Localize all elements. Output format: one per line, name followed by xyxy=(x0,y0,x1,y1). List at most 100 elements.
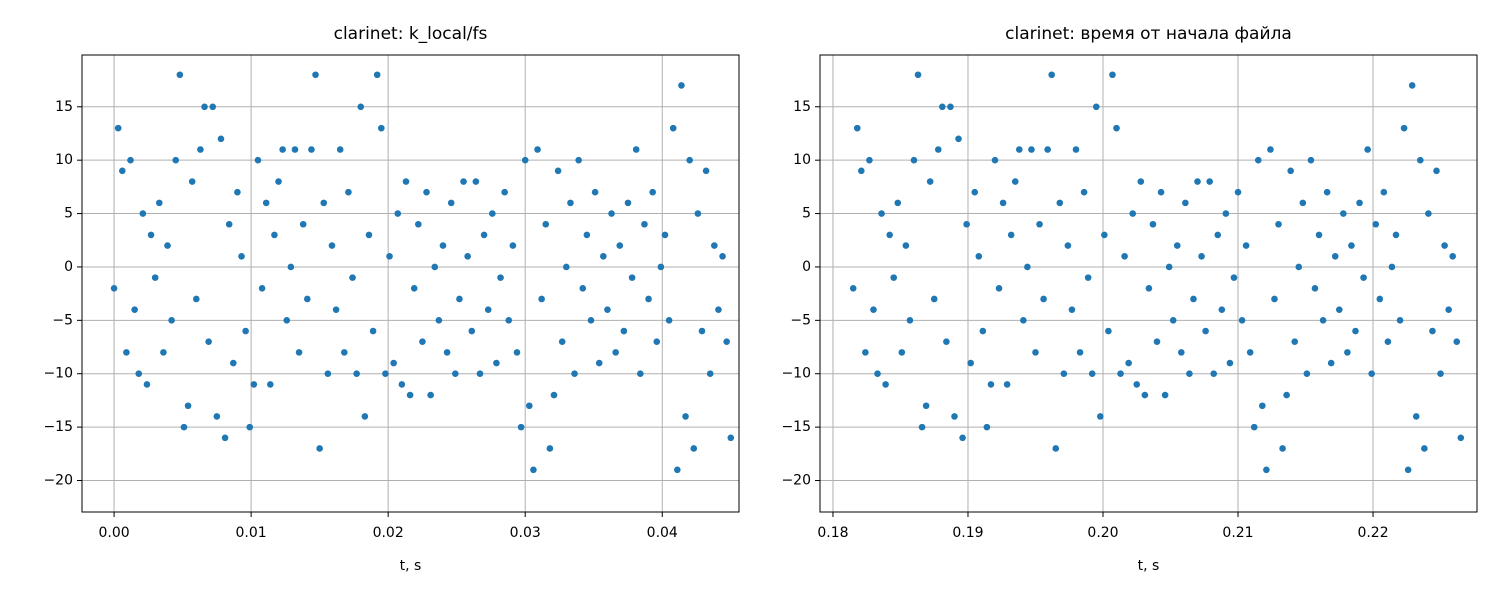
point xyxy=(902,242,910,249)
panel: 0.00 0.01 0.02 0.03 0.04 −20 −15 −10 −5 0 5 10 15 cla… xyxy=(43,24,740,574)
point xyxy=(1287,167,1294,175)
point xyxy=(1052,445,1060,452)
point xyxy=(632,146,640,153)
point xyxy=(987,381,995,388)
y-tick-label: −5 xyxy=(790,312,811,328)
point xyxy=(1238,317,1246,324)
point xyxy=(151,274,159,281)
point xyxy=(1283,391,1290,399)
point xyxy=(558,338,566,345)
point xyxy=(1299,199,1307,207)
point xyxy=(225,220,233,228)
point xyxy=(678,82,685,89)
point xyxy=(509,242,517,249)
point xyxy=(484,306,492,313)
point xyxy=(373,71,381,79)
point xyxy=(719,252,726,260)
point xyxy=(926,178,934,185)
point xyxy=(1303,370,1311,378)
point xyxy=(971,188,979,196)
point xyxy=(898,349,906,356)
point xyxy=(995,285,1003,292)
point xyxy=(1437,370,1444,378)
point xyxy=(979,327,987,335)
point xyxy=(349,274,356,281)
point xyxy=(653,338,661,345)
point xyxy=(410,285,418,292)
point xyxy=(682,413,689,420)
point xyxy=(943,338,950,345)
point xyxy=(1356,199,1363,207)
point xyxy=(1044,146,1051,153)
point xyxy=(665,317,673,324)
y-tick-label: 10 xyxy=(55,152,73,168)
point xyxy=(365,231,373,239)
point xyxy=(279,146,286,153)
point xyxy=(427,391,434,399)
x-tick-label: 0.21 xyxy=(1222,525,1253,541)
point xyxy=(415,220,422,228)
point xyxy=(390,359,397,367)
point xyxy=(571,370,578,378)
point xyxy=(554,167,562,175)
point xyxy=(878,210,885,217)
y-tick-label: 5 xyxy=(64,206,73,222)
point xyxy=(530,466,537,474)
point xyxy=(1311,285,1319,292)
point xyxy=(394,210,402,217)
point xyxy=(513,349,521,356)
point xyxy=(291,146,299,153)
point xyxy=(246,423,254,431)
point xyxy=(1133,381,1141,388)
point xyxy=(727,434,735,442)
point xyxy=(299,220,307,228)
y-tick-label: 15 xyxy=(793,99,811,115)
point xyxy=(694,210,702,217)
point xyxy=(431,263,439,271)
point xyxy=(184,402,192,410)
point xyxy=(563,263,570,271)
y-tick-label: −15 xyxy=(43,419,73,435)
point xyxy=(254,156,262,164)
point xyxy=(1080,188,1088,196)
point xyxy=(439,242,447,249)
point xyxy=(967,359,974,367)
point xyxy=(435,317,443,324)
point xyxy=(1392,231,1400,239)
point xyxy=(1327,359,1335,367)
point xyxy=(283,317,291,324)
point xyxy=(922,402,930,410)
point xyxy=(591,188,599,196)
point xyxy=(1206,178,1213,185)
point xyxy=(698,327,706,335)
point xyxy=(1214,231,1222,239)
point xyxy=(501,188,508,196)
point xyxy=(382,370,389,378)
point xyxy=(612,349,619,356)
point xyxy=(201,103,208,111)
point xyxy=(242,327,249,335)
y-tick-label: 10 xyxy=(793,152,811,168)
point xyxy=(229,359,237,367)
point xyxy=(1275,220,1282,228)
point xyxy=(1340,210,1347,217)
point xyxy=(1088,370,1096,378)
y-tick-label: 0 xyxy=(64,259,73,275)
point xyxy=(308,146,315,153)
point xyxy=(955,135,962,143)
point xyxy=(1096,413,1104,420)
point xyxy=(341,349,348,356)
point xyxy=(1315,231,1323,239)
point xyxy=(874,370,881,378)
point xyxy=(447,199,455,207)
point xyxy=(1040,295,1047,303)
point xyxy=(1230,274,1238,281)
x-tick-label: 0.00 xyxy=(98,525,129,541)
point xyxy=(1259,402,1266,410)
y-tick-label: 0 xyxy=(802,259,811,275)
point xyxy=(312,71,319,79)
point xyxy=(579,285,587,292)
point xyxy=(1092,103,1100,111)
point xyxy=(939,103,946,111)
point xyxy=(1360,274,1367,281)
